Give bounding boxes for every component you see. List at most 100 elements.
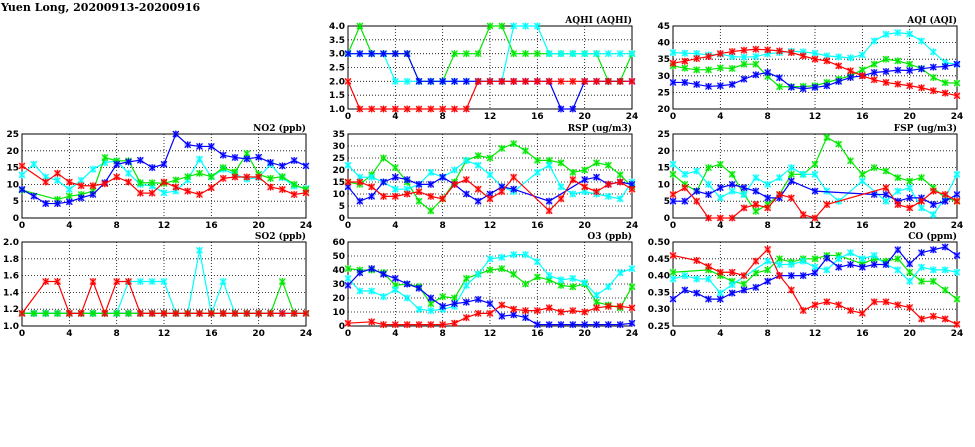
- data-point: [918, 174, 925, 182]
- data-point: [929, 277, 937, 285]
- data-point: [882, 167, 890, 175]
- marker-star: [219, 174, 227, 182]
- marker-star: [391, 50, 399, 58]
- marker-star: [545, 161, 553, 169]
- y-tick-label: 1.0: [3, 322, 19, 332]
- marker-star: [870, 251, 878, 259]
- marker-star: [545, 197, 553, 205]
- data-point: [498, 265, 506, 273]
- marker-star: [847, 67, 854, 75]
- marker-star: [243, 173, 251, 181]
- data-point: [728, 289, 736, 297]
- data-point: [344, 274, 352, 282]
- data-point: [882, 30, 890, 38]
- marker-star: [787, 194, 795, 202]
- data-point: [669, 190, 677, 198]
- data-point: [136, 277, 144, 285]
- marker-star: [451, 50, 458, 58]
- data-point: [693, 187, 701, 195]
- y-tick-label: 25: [657, 88, 670, 98]
- marker-star: [30, 309, 38, 317]
- data-point: [77, 309, 85, 317]
- marker-star: [89, 190, 97, 198]
- data-point: [486, 77, 494, 85]
- data-point: [368, 192, 376, 200]
- data-point: [740, 204, 748, 212]
- data-point: [510, 270, 518, 278]
- marker-star: [681, 78, 689, 86]
- data-point: [427, 168, 435, 176]
- marker-star: [681, 170, 689, 178]
- data-point: [835, 140, 843, 148]
- marker-star: [728, 180, 736, 188]
- marker-star: [728, 281, 736, 289]
- x-tick-label: 20: [903, 221, 916, 231]
- data-point: [870, 261, 878, 269]
- x-tick-label: 12: [809, 221, 822, 231]
- y-tick-label: 1.4: [3, 288, 19, 298]
- data-point: [462, 281, 470, 289]
- data-point: [196, 142, 203, 150]
- data-point: [510, 140, 518, 148]
- data-point: [267, 309, 274, 317]
- data-point: [847, 261, 854, 269]
- marker-star: [776, 83, 783, 91]
- data-point: [125, 158, 132, 166]
- data-point: [705, 66, 712, 74]
- marker-star: [557, 50, 565, 58]
- marker-star: [243, 309, 251, 317]
- data-point: [752, 207, 760, 215]
- marker-star: [160, 178, 168, 186]
- marker-star: [894, 174, 902, 182]
- data-point: [451, 105, 458, 113]
- x-tick-label: 24: [951, 329, 964, 339]
- marker-star: [380, 192, 387, 200]
- marker-star: [764, 204, 772, 212]
- marker-star: [882, 197, 890, 205]
- marker-star: [474, 197, 482, 205]
- data-point: [302, 162, 310, 170]
- data-point: [136, 179, 144, 187]
- data-point: [941, 266, 949, 274]
- marker-star: [918, 204, 925, 212]
- marker-star: [693, 66, 701, 74]
- marker-star: [918, 37, 925, 45]
- data-point: [705, 214, 712, 222]
- marker-star: [451, 300, 458, 308]
- marker-star: [18, 162, 26, 170]
- marker-star: [823, 201, 831, 209]
- data-point: [278, 309, 286, 317]
- data-point: [380, 105, 387, 113]
- marker-star: [451, 180, 458, 188]
- marker-star: [196, 169, 203, 177]
- marker-star: [278, 309, 286, 317]
- marker-star: [693, 197, 701, 205]
- marker-star: [693, 55, 701, 63]
- marker-star: [628, 265, 636, 273]
- marker-star: [918, 249, 925, 257]
- data-point: [231, 154, 239, 162]
- series-blue: [344, 173, 636, 205]
- marker-star: [799, 307, 807, 315]
- marker-star: [451, 166, 458, 174]
- marker-star: [125, 309, 132, 317]
- data-point: [380, 270, 387, 278]
- data-point: [693, 55, 701, 63]
- marker-star: [941, 243, 949, 251]
- data-point: [740, 190, 748, 198]
- data-point: [882, 197, 890, 205]
- series-cyan: [669, 249, 961, 297]
- marker-star: [669, 59, 677, 67]
- data-point: [243, 173, 251, 181]
- marker-star: [302, 309, 310, 317]
- data-point: [811, 214, 819, 222]
- y-tick-label: 25: [657, 130, 670, 140]
- data-point: [148, 164, 156, 172]
- marker-star: [847, 54, 854, 62]
- data-point: [716, 289, 724, 297]
- marker-star: [811, 83, 819, 91]
- y-tick-label: 60: [332, 238, 345, 248]
- marker-star: [474, 270, 482, 278]
- data-point: [705, 180, 712, 188]
- marker-star: [545, 304, 553, 312]
